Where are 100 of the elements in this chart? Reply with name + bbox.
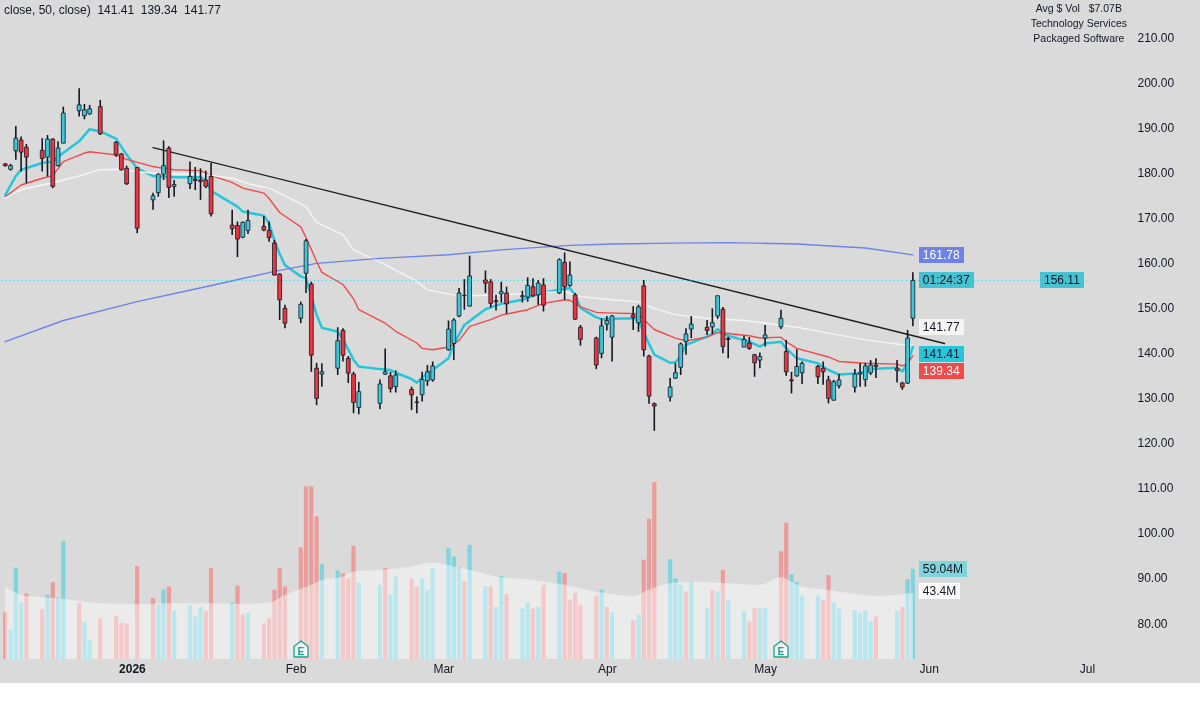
annotation: E — [296, 646, 306, 657]
y-tick-label: 210.00 — [1137, 31, 1175, 46]
data-label: 141.41 — [918, 345, 964, 362]
candlestick — [409, 385, 414, 411]
bar — [900, 606, 905, 659]
candlestick — [414, 395, 420, 415]
bar — [383, 567, 388, 659]
candlestick — [382, 347, 388, 376]
bar — [720, 569, 726, 659]
bar — [636, 614, 641, 659]
x-tick-label: Apr — [597, 661, 617, 676]
candlestick — [894, 359, 900, 384]
line-series — [4, 241, 914, 343]
bar — [610, 612, 615, 659]
bar — [741, 611, 747, 659]
bar — [715, 591, 720, 659]
bar — [40, 608, 45, 659]
y-tick-label: 90.00 — [1137, 571, 1168, 586]
bar — [467, 544, 472, 659]
bar — [113, 615, 119, 659]
candlestick — [377, 378, 383, 410]
bar — [483, 586, 488, 659]
candlestick — [667, 377, 673, 403]
candlestick — [762, 324, 768, 348]
bar — [150, 597, 156, 659]
bar — [894, 610, 900, 659]
annotation: 43.4M — [918, 582, 961, 599]
bar — [488, 586, 493, 659]
bar — [631, 620, 636, 659]
bar — [208, 567, 214, 659]
y-tick-label: 150.00 — [1137, 301, 1175, 316]
x-tick-label: Jun — [919, 661, 939, 676]
bar — [319, 563, 324, 659]
line-series — [4, 168, 914, 346]
bar — [335, 570, 340, 659]
candlestick — [789, 371, 794, 395]
y-tick-label: 130.00 — [1137, 391, 1175, 406]
bar — [245, 612, 251, 659]
bar — [187, 605, 193, 659]
bar — [356, 582, 361, 659]
bar — [536, 606, 541, 659]
annotation: E — [776, 646, 786, 657]
y-tick-label: 120.00 — [1137, 436, 1175, 451]
x-tick-label: 2026 — [119, 661, 147, 676]
y-tick-label: 200.00 — [1137, 76, 1175, 91]
bar — [45, 594, 50, 659]
bar — [50, 582, 55, 659]
data-label: 139.34 — [918, 362, 964, 379]
bar — [726, 599, 731, 659]
bar — [868, 620, 873, 659]
y-tick-label: 140.00 — [1137, 346, 1175, 361]
bar — [314, 516, 319, 659]
x-tick-label: Feb — [285, 661, 307, 676]
candlestick — [652, 401, 657, 432]
bar — [340, 573, 346, 659]
candlestick — [704, 319, 710, 336]
bar — [541, 584, 546, 659]
bar — [520, 608, 525, 659]
y-tick-label: 160.00 — [1137, 256, 1175, 271]
bar — [525, 602, 530, 659]
bar — [710, 590, 715, 659]
annotation: 01:24:37 — [918, 272, 974, 289]
bar — [166, 586, 171, 659]
candlestick — [578, 324, 583, 347]
annotation: close, 50, close) 141.41 139.34 141.77 — [4, 3, 221, 17]
bar — [135, 566, 140, 659]
bar — [230, 602, 235, 659]
annotation: Packaged Software — [1032, 31, 1126, 46]
bar — [604, 606, 609, 659]
bar — [462, 581, 467, 659]
y-tick-label: 170.00 — [1137, 211, 1175, 226]
bar — [704, 607, 710, 659]
bar — [594, 595, 599, 659]
bar — [98, 618, 103, 659]
bar — [172, 610, 177, 659]
bar — [24, 593, 29, 659]
bar — [124, 623, 129, 659]
data-label: 161.78 — [918, 246, 964, 263]
bar — [599, 589, 604, 659]
bar — [530, 608, 536, 659]
data-label: 141.77 — [918, 318, 964, 335]
ref-line-label: 156.11 — [1040, 272, 1084, 289]
candlestick — [783, 339, 789, 377]
bar — [504, 593, 509, 659]
annotation: Avg $ Vol $7.07B — [1034, 1, 1123, 16]
bar — [77, 602, 82, 659]
y-tick-label: 110.00 — [1137, 481, 1174, 496]
y-tick-label: 100.00 — [1137, 526, 1175, 541]
bar — [377, 584, 383, 659]
x-tick-label: May — [754, 661, 777, 676]
y-tick-label: 80.00 — [1137, 616, 1168, 631]
annotation: Technology Services — [1030, 16, 1127, 31]
candlestick — [298, 300, 304, 324]
x-tick-label: Mar — [433, 661, 455, 676]
x-tick-label: Jul — [1079, 661, 1096, 676]
candlestick — [778, 308, 784, 330]
bar — [815, 595, 820, 659]
annotation: 59.04M — [918, 560, 967, 577]
bar — [3, 612, 8, 659]
bar — [873, 616, 879, 659]
